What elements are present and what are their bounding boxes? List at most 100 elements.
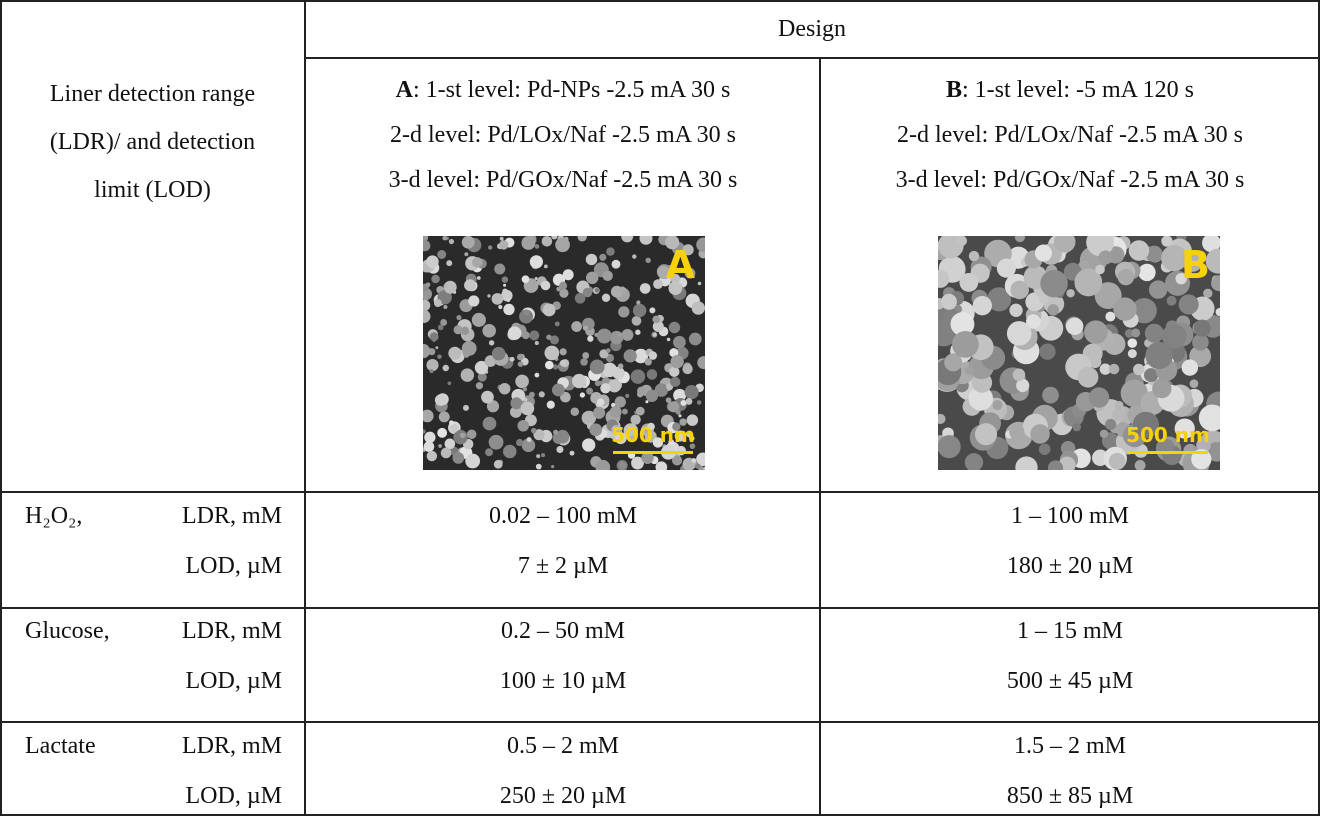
particle: [669, 322, 680, 333]
design-level: 3-d level: Pd/GOx/Naf -2.5 mA 30 s: [896, 165, 1245, 195]
particle: [619, 286, 626, 293]
particle: [453, 452, 465, 464]
particle: [522, 275, 530, 283]
image-letter: A: [666, 243, 696, 287]
particle: [481, 391, 494, 404]
particle: [606, 247, 614, 255]
particle: [612, 260, 621, 269]
particle: [462, 236, 475, 249]
particle: [653, 279, 663, 289]
particle: [555, 237, 570, 252]
particle: [530, 255, 543, 268]
particle: [508, 326, 522, 340]
particle: [1129, 240, 1150, 261]
particle: [652, 316, 660, 324]
lod-value: 500 ± 45 µM: [1007, 666, 1133, 696]
particle: [1039, 295, 1048, 304]
particle: [666, 397, 672, 403]
particle: [670, 355, 683, 368]
particle: [426, 359, 438, 371]
particle: [529, 392, 535, 398]
particle: [531, 428, 536, 433]
particle: [941, 294, 957, 310]
particle: [518, 361, 524, 367]
particle: [545, 361, 554, 370]
particle: [492, 347, 506, 361]
particle: [482, 324, 496, 338]
border: [0, 0, 1320, 2]
scale-bar: [1128, 451, 1208, 454]
particle: [434, 299, 442, 307]
particle: [992, 400, 1002, 410]
particle: [686, 398, 693, 405]
particle: [555, 322, 560, 327]
particle: [535, 373, 540, 378]
particle: [521, 236, 535, 250]
border: [305, 57, 1320, 59]
particle: [443, 284, 448, 289]
analyte: Glucose,: [25, 616, 110, 646]
ldr-value: 1.5 – 2 mM: [1014, 731, 1126, 761]
ldr-label: LDR, mM: [182, 616, 282, 646]
particle: [517, 420, 529, 432]
particle: [544, 265, 548, 269]
scale-label: 500 nm: [1126, 423, 1210, 447]
particle: [615, 396, 626, 407]
particle: [969, 251, 979, 261]
particle: [1084, 320, 1108, 344]
particle: [1182, 359, 1198, 375]
particle: [1089, 387, 1109, 407]
particle: [445, 439, 456, 450]
particle: [586, 272, 598, 284]
particle: [529, 330, 539, 340]
ldr-label: LDR, mM: [182, 501, 282, 531]
particle: [465, 454, 480, 469]
particle: [449, 420, 454, 425]
particle: [636, 407, 645, 416]
particle: [516, 439, 523, 446]
particle: [499, 240, 508, 249]
particle: [541, 281, 551, 291]
particle: [603, 271, 613, 281]
particle: [959, 273, 978, 292]
particle: [1113, 297, 1136, 320]
particle: [1100, 430, 1108, 438]
lod-label: LOD, µM: [186, 781, 283, 811]
particle: [632, 316, 642, 326]
particle: [598, 381, 602, 385]
particle: [618, 306, 629, 317]
scale-label: 500 nm: [611, 423, 695, 447]
particle: [1203, 289, 1212, 298]
particle: [1066, 318, 1084, 336]
particle: [622, 409, 628, 415]
particle: [649, 307, 655, 313]
lod-value: 250 ± 20 µM: [500, 781, 626, 811]
particle: [483, 417, 497, 431]
particle: [510, 357, 515, 362]
particle: [1030, 424, 1049, 443]
level-text: : 1-st level: Pd-NPs -2.5 mA 30 s: [413, 77, 730, 103]
particle: [575, 293, 586, 304]
sem-image: A 500 nm: [423, 236, 705, 470]
particle: [487, 294, 490, 297]
particle: [448, 347, 461, 360]
particle: [602, 294, 610, 302]
particle: [467, 429, 477, 439]
particle: [1194, 320, 1211, 337]
particle: [1128, 349, 1137, 358]
design-level: 3-d level: Pd/GOx/Naf -2.5 mA 30 s: [389, 165, 738, 195]
particle: [689, 333, 702, 346]
particle: [539, 391, 545, 397]
level-text: 2-d level: Pd/LOx/Naf -2.5 mA 30 s: [390, 122, 736, 148]
border: [819, 58, 821, 816]
particle: [1078, 367, 1099, 388]
design-level: B: 1-st level: -5 mA 120 s: [946, 75, 1194, 105]
particle: [619, 461, 627, 469]
particle: [1009, 304, 1022, 317]
particle: [547, 401, 555, 409]
design-header: Design: [778, 14, 846, 44]
particle: [430, 332, 439, 341]
particle: [1131, 328, 1140, 337]
particle: [1161, 236, 1172, 247]
particle: [1042, 387, 1059, 404]
